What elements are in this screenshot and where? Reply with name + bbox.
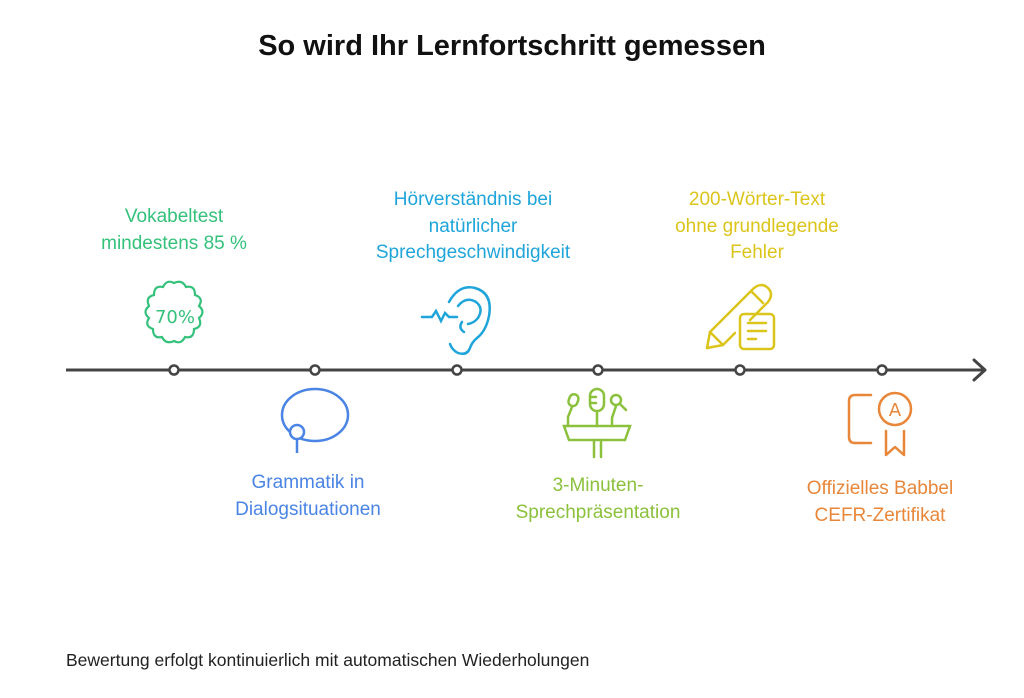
svg-text:70%: 70%	[155, 307, 195, 328]
speech-bubble-icon	[280, 387, 350, 453]
ear-sound-icon	[420, 286, 491, 356]
milestone-label-hoerverstaendnis: Hörverständnis bei natürlicher Sprechges…	[333, 187, 613, 267]
label-line: Hörverständnis bei	[393, 189, 553, 210]
label-line: 200-Wörter-Text	[688, 189, 826, 210]
pencil-note-icon	[705, 283, 776, 351]
timeline-node-2	[309, 364, 321, 376]
label-line: ohne grundlegende	[675, 215, 839, 237]
timeline-node-4	[592, 364, 604, 376]
label-line: Fehler	[730, 242, 784, 263]
milestone-label-zertifikat: Offizielles Babbel CEFR-Zertifikat	[740, 476, 1020, 529]
timeline-arrowhead	[972, 358, 987, 382]
label-line: 3-Minuten-	[552, 475, 644, 496]
label-line: Sprechpräsentation	[515, 501, 681, 523]
footer-note: Bewertung erfolgt kontinuierlich mit aut…	[66, 650, 590, 670]
page-title: So wird Ihr Lernfortschritt gemessen	[258, 30, 766, 62]
label-line: CEFR-Zertifikat	[814, 504, 946, 526]
timeline-node-1	[168, 364, 180, 376]
timeline-node-3	[451, 364, 463, 376]
label-line: Grammatik in	[251, 472, 365, 493]
label-line: Sprechgeschwindigkeit	[375, 242, 571, 263]
podium-microphones-icon	[562, 387, 632, 459]
milestone-label-sprechpraesentation: 3-Minuten- Sprechpräsentation	[458, 473, 738, 526]
milestone-label-vokabeltest: Vokabeltest mindestens 85 %	[34, 204, 314, 257]
milestone-label-text: 200-Wörter-Text ohne grundlegende Fehler	[617, 187, 897, 267]
label-line: natürlicher	[428, 215, 518, 237]
label-line: Dialogsituationen	[235, 498, 381, 520]
label-line: Vokabeltest	[124, 206, 224, 227]
svg-text:A: A	[889, 400, 902, 421]
milestone-label-grammatik: Grammatik in Dialogsituationen	[168, 470, 448, 523]
timeline-node-5	[734, 364, 746, 376]
certificate-award-icon: A	[847, 391, 913, 457]
label-line: mindestens 85 %	[101, 232, 247, 254]
timeline-node-6	[876, 364, 888, 376]
label-line: Offizielles Babbel	[806, 478, 954, 499]
badge-70-percent-icon: 70%	[144, 280, 204, 344]
